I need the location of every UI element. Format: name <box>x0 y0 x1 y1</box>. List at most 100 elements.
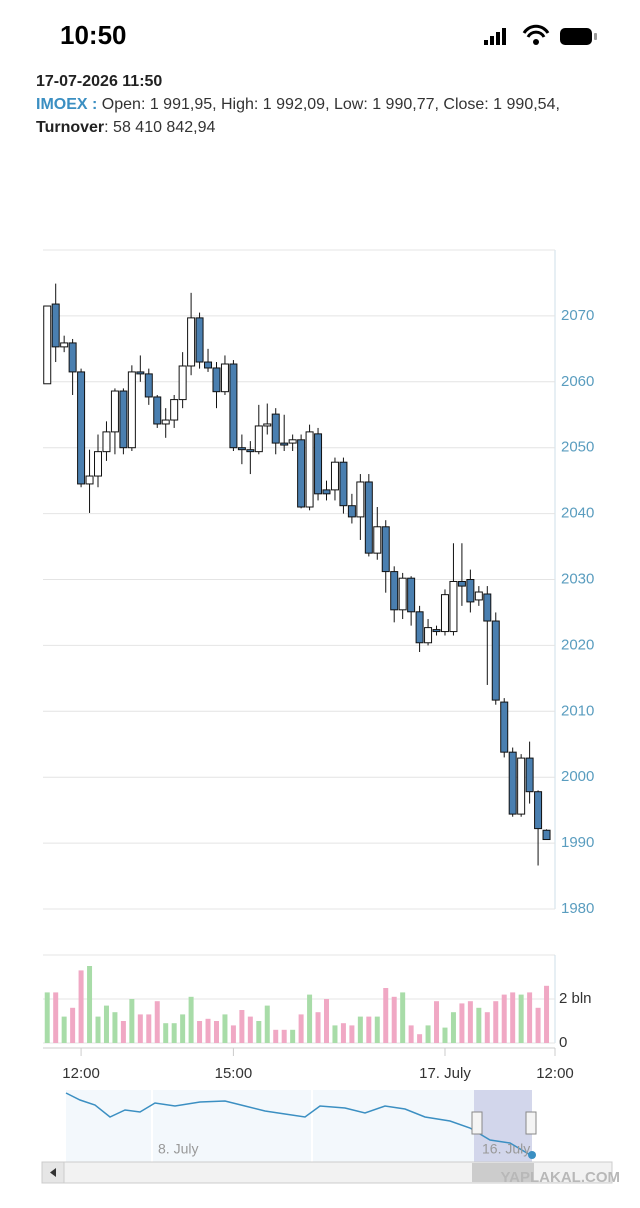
volume-bar <box>484 1012 490 1043</box>
volume-bar <box>197 1021 203 1043</box>
scroll-thumb[interactable] <box>472 1163 534 1182</box>
volume-bar <box>400 992 406 1043</box>
volume-bar <box>467 1001 473 1043</box>
candle-body <box>127 371 136 449</box>
y-tick-label: 2030 <box>561 570 594 587</box>
volume-bar <box>180 1014 186 1043</box>
candle-body <box>542 829 551 841</box>
candle-body <box>280 442 289 446</box>
volume-bar <box>527 992 533 1043</box>
volume-bar <box>442 1027 448 1043</box>
signal-bar <box>496 32 500 45</box>
y-tick-label: 1980 <box>561 900 594 917</box>
candle-body <box>85 475 94 485</box>
candle-body <box>60 342 69 348</box>
volume-bar <box>230 1025 236 1043</box>
candle-body <box>330 461 339 491</box>
navigator-label: 16. July <box>482 1141 530 1157</box>
candle-body <box>271 413 280 444</box>
volume-bar <box>450 1012 456 1043</box>
volume-bar <box>383 988 389 1043</box>
volume-bar <box>205 1018 211 1043</box>
x-tick-label: 12:00 <box>536 1065 574 1082</box>
signal-bar <box>484 40 488 45</box>
candle-body <box>424 627 433 644</box>
candle-body <box>43 305 52 385</box>
volume-bar <box>264 1005 270 1043</box>
volume-bar <box>324 999 330 1043</box>
volume-bar <box>247 1016 253 1043</box>
volume-bar <box>366 1016 372 1043</box>
y-tick-label: 0 <box>559 1034 567 1051</box>
status-icons <box>484 24 597 45</box>
candle-body <box>432 629 441 633</box>
navigator-handle[interactable] <box>525 1111 537 1135</box>
candle-body <box>220 363 229 393</box>
clock: 10:50 <box>60 20 127 50</box>
y-tick-label: 2020 <box>561 636 594 653</box>
y-tick-label: 2000 <box>561 768 594 785</box>
candle-body <box>110 390 119 433</box>
volume-bar <box>391 996 397 1043</box>
volume-bar <box>256 1021 262 1043</box>
y-tick-label: 1990 <box>561 834 594 851</box>
candle-body <box>356 481 365 518</box>
volume-bar <box>95 1016 101 1043</box>
volume-bar <box>61 1016 67 1043</box>
candle-body <box>288 439 297 444</box>
x-tick-label: 12:00 <box>62 1065 100 1082</box>
volume-bar <box>535 1007 541 1043</box>
scroll-arrow <box>50 1168 56 1177</box>
candle-body <box>474 591 483 601</box>
candle-body <box>170 399 179 421</box>
volume-bar <box>357 1016 363 1043</box>
battery-tip <box>594 33 597 40</box>
ohlc-text: Open: 1 991,95, High: 1 992,09, Low: 1 9… <box>101 96 560 113</box>
status-bar: 10:50 <box>0 0 640 70</box>
candle-body <box>68 342 77 373</box>
signal-bar <box>502 28 506 45</box>
date: 17-07-2026 11:50 <box>36 73 163 90</box>
volume-bar <box>146 1014 152 1043</box>
candle-body <box>373 526 382 554</box>
navigator-handle[interactable] <box>471 1111 483 1135</box>
volume-bar <box>434 1001 440 1043</box>
candle-body <box>195 317 204 363</box>
candle-body <box>119 390 128 449</box>
volume-bar <box>349 1025 355 1043</box>
candle-body <box>136 371 145 375</box>
volume-bar <box>163 1023 169 1043</box>
candle-body <box>212 367 221 393</box>
volume-bar <box>239 1010 245 1043</box>
y-tick-label: 2060 <box>561 373 594 390</box>
volume-bar <box>137 1014 143 1043</box>
candle-body <box>508 751 517 815</box>
x-tick-label: 15:00 <box>215 1065 253 1082</box>
candle-body <box>390 571 399 611</box>
volume-bar <box>425 1025 431 1043</box>
turnover-value: : 58 410 842,94 <box>104 119 216 136</box>
candle-body <box>364 481 373 554</box>
volume-bar <box>340 1023 346 1043</box>
candle-body <box>263 423 272 427</box>
y-tick-label: 2040 <box>561 505 594 522</box>
ticker: IMOEX : <box>36 96 98 113</box>
candle-body <box>525 757 534 793</box>
candle-body <box>415 611 424 644</box>
volume-bar <box>222 1014 228 1043</box>
volume-bar <box>290 1029 296 1043</box>
volume-bar <box>417 1034 423 1043</box>
volume-bar <box>510 992 516 1043</box>
volume-bar <box>171 1023 177 1043</box>
volume-bar <box>103 1005 109 1043</box>
volume-bar <box>281 1029 287 1043</box>
volume-bar <box>53 992 59 1043</box>
quote-line: IMOEX : Open: 1 991,95, High: 1 992,09, … <box>36 93 576 139</box>
candle-body <box>161 419 170 425</box>
volume-bar <box>44 992 50 1043</box>
candle-body <box>407 577 416 613</box>
candle-body <box>398 577 407 611</box>
signal-bar <box>490 36 494 45</box>
